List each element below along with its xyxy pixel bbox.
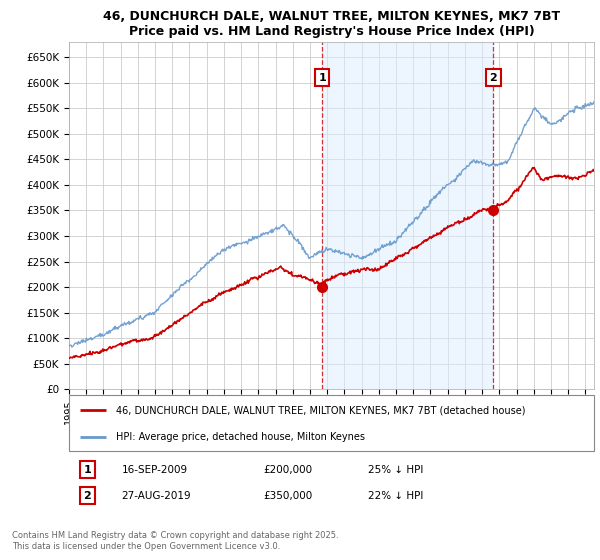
- Text: £350,000: £350,000: [263, 491, 313, 501]
- Text: 2: 2: [83, 491, 91, 501]
- Text: 25% ↓ HPI: 25% ↓ HPI: [368, 465, 424, 475]
- Text: 22% ↓ HPI: 22% ↓ HPI: [368, 491, 424, 501]
- Text: 27-AUG-2019: 27-AUG-2019: [121, 491, 191, 501]
- Text: Contains HM Land Registry data © Crown copyright and database right 2025.
This d: Contains HM Land Registry data © Crown c…: [12, 531, 338, 550]
- Text: 46, DUNCHURCH DALE, WALNUT TREE, MILTON KEYNES, MK7 7BT (detached house): 46, DUNCHURCH DALE, WALNUT TREE, MILTON …: [116, 405, 526, 416]
- Title: 46, DUNCHURCH DALE, WALNUT TREE, MILTON KEYNES, MK7 7BT
Price paid vs. HM Land R: 46, DUNCHURCH DALE, WALNUT TREE, MILTON …: [103, 10, 560, 38]
- Text: HPI: Average price, detached house, Milton Keynes: HPI: Average price, detached house, Milt…: [116, 432, 365, 442]
- Text: 2: 2: [490, 73, 497, 83]
- Text: £200,000: £200,000: [263, 465, 313, 475]
- Bar: [322, 42, 493, 389]
- Text: 1: 1: [319, 73, 326, 83]
- Text: 1: 1: [83, 465, 91, 475]
- Text: 16-SEP-2009: 16-SEP-2009: [121, 465, 188, 475]
- FancyBboxPatch shape: [69, 395, 594, 451]
